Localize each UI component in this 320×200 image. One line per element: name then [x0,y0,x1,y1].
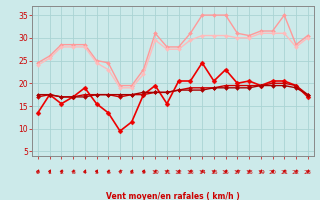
X-axis label: Vent moyen/en rafales ( km/h ): Vent moyen/en rafales ( km/h ) [106,192,240,200]
